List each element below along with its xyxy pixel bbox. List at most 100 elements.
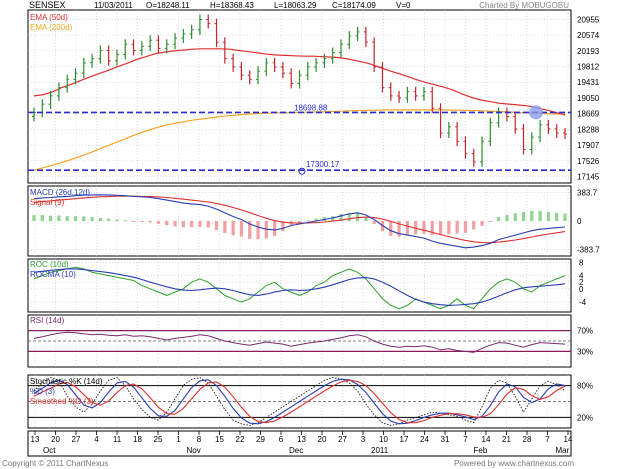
- macd-histogram-bar: [214, 221, 219, 231]
- macd-line: [33, 194, 566, 249]
- macd-histogram-bar: [198, 221, 202, 227]
- macd-histogram-bar: [306, 220, 310, 222]
- macd-histogram-bar: [513, 213, 517, 221]
- legend-sto-d: %D (3): [30, 387, 55, 396]
- macd-histogram-bar: [347, 213, 351, 221]
- legend-rocma: ROCMA (10): [30, 270, 76, 279]
- x-tick-label: 20: [51, 435, 60, 444]
- header-open: O=18248.11: [146, 1, 190, 10]
- legend-sto-k: Stochastic %K (14d): [30, 377, 103, 386]
- macd-histogram-bar: [364, 217, 368, 221]
- x-month-label: 2011: [371, 446, 389, 455]
- macd-histogram-bar: [389, 221, 393, 236]
- macd-histogram-bar: [123, 220, 127, 222]
- x-tick-label: 13: [31, 435, 40, 444]
- x-tick-label: 6: [279, 435, 284, 444]
- macd-histogram-bar: [48, 215, 53, 221]
- macd-histogram-bar: [173, 221, 177, 227]
- rsi-line: [33, 331, 566, 353]
- price-y-tick: 19431: [577, 78, 600, 87]
- ema50-line: [33, 48, 566, 116]
- macd-histogram-bar: [82, 216, 86, 221]
- macd-histogram-bar: [455, 221, 459, 234]
- price-y-tick: 20574: [577, 31, 600, 40]
- x-tick-label: 29: [256, 435, 265, 444]
- macd-histogram-bar: [472, 221, 476, 230]
- macd-histogram-bar: [521, 211, 526, 221]
- roc-y-tick: 0: [579, 285, 584, 294]
- sto-d-line: [33, 378, 566, 425]
- price-y-tick: 17907: [577, 141, 600, 150]
- price-y-tick: 20193: [577, 47, 600, 56]
- x-tick-label: 21: [502, 435, 511, 444]
- macd-histogram-bar: [480, 221, 484, 226]
- macd-histogram-bar: [239, 221, 244, 237]
- x-tick-label: 11: [113, 435, 122, 444]
- x-month-label: Feb: [474, 446, 488, 455]
- x-month-label: Mar: [556, 446, 570, 455]
- macd-histogram-bar: [107, 218, 111, 221]
- macd-histogram-bar: [65, 216, 69, 221]
- x-tick-label: 14: [564, 435, 573, 444]
- header-low: L=18063.29: [274, 1, 317, 10]
- macd-histogram-bar: [273, 221, 277, 236]
- macd-histogram-bar: [256, 221, 260, 240]
- x-tick-label: 28: [523, 435, 532, 444]
- x-month-label: Oct: [43, 446, 56, 455]
- macd-histogram-bar: [530, 210, 534, 221]
- rsi-y-tick-70: 70%: [577, 327, 593, 336]
- legend-ema50: EMA (50d): [30, 13, 68, 22]
- macd-histogram-bar: [73, 216, 78, 221]
- legend-roc: ROC (10d): [30, 260, 69, 269]
- level-label-upper: 18698.88: [294, 103, 328, 112]
- x-axis-frame: [27, 430, 572, 457]
- macd-histogram-bar: [546, 212, 551, 221]
- macd-histogram-bar: [339, 214, 343, 221]
- header-symbol: SENSEX: [29, 0, 66, 10]
- macd-histogram-bar: [148, 221, 152, 223]
- x-tick-label: 17: [400, 435, 409, 444]
- x-tick-label: 13: [297, 435, 306, 444]
- price-y-tick: 19050: [577, 94, 600, 103]
- macd-histogram-bar: [190, 221, 194, 228]
- macd-histogram-bar: [297, 221, 302, 223]
- x-tick-label: 10: [379, 435, 388, 444]
- macd-histogram-bar: [98, 217, 102, 221]
- macd-histogram-bar: [181, 221, 185, 228]
- price-y-tick: 17145: [577, 173, 600, 182]
- macd-histogram-bar: [438, 221, 443, 235]
- price-y-tick: 19812: [577, 62, 600, 71]
- macd-histogram-bar: [165, 221, 169, 226]
- x-tick-label: 1: [176, 435, 181, 444]
- x-tick-label: 4: [94, 435, 99, 444]
- macd-histogram-bar: [422, 221, 426, 234]
- signal-line: [33, 195, 566, 244]
- x-tick-label: 24: [420, 435, 429, 444]
- macd-y-tick: 383.7: [577, 188, 598, 197]
- price-y-tick: 18288: [577, 125, 600, 134]
- macd-histogram-bar: [447, 221, 451, 235]
- macd-histogram-bar: [397, 221, 401, 237]
- footer-powered: Powered by www.chartnexus.com: [454, 459, 574, 468]
- legend-ema200: EMA (200d): [30, 23, 73, 32]
- header-close: C=18174.09: [332, 1, 376, 10]
- legend-signal: Signal (9): [30, 198, 65, 207]
- macd-histogram-bar: [555, 212, 559, 221]
- roc-line: [33, 266, 566, 310]
- price-y-tick: 18669: [577, 110, 600, 119]
- legend-rsi: RSI (14d): [30, 316, 65, 325]
- x-tick-label: 8: [197, 435, 202, 444]
- x-tick-label: 7: [545, 435, 550, 444]
- x-tick-label: 15: [215, 435, 224, 444]
- macd-histogram-bar: [372, 221, 376, 225]
- x-tick-label: 18: [133, 435, 142, 444]
- x-tick-label: 27: [72, 435, 81, 444]
- roc-y-tick: 4: [579, 272, 584, 281]
- macd-histogram-bar: [463, 221, 468, 233]
- footer-copyright: Copyright © 2011 ChartNexus: [2, 459, 108, 468]
- macd-histogram-bar: [223, 221, 227, 234]
- x-month-label: Dec: [289, 446, 303, 455]
- x-tick-label: 20: [318, 435, 327, 444]
- x-tick-label: 25: [154, 435, 163, 444]
- panel-frame-price: [27, 9, 572, 184]
